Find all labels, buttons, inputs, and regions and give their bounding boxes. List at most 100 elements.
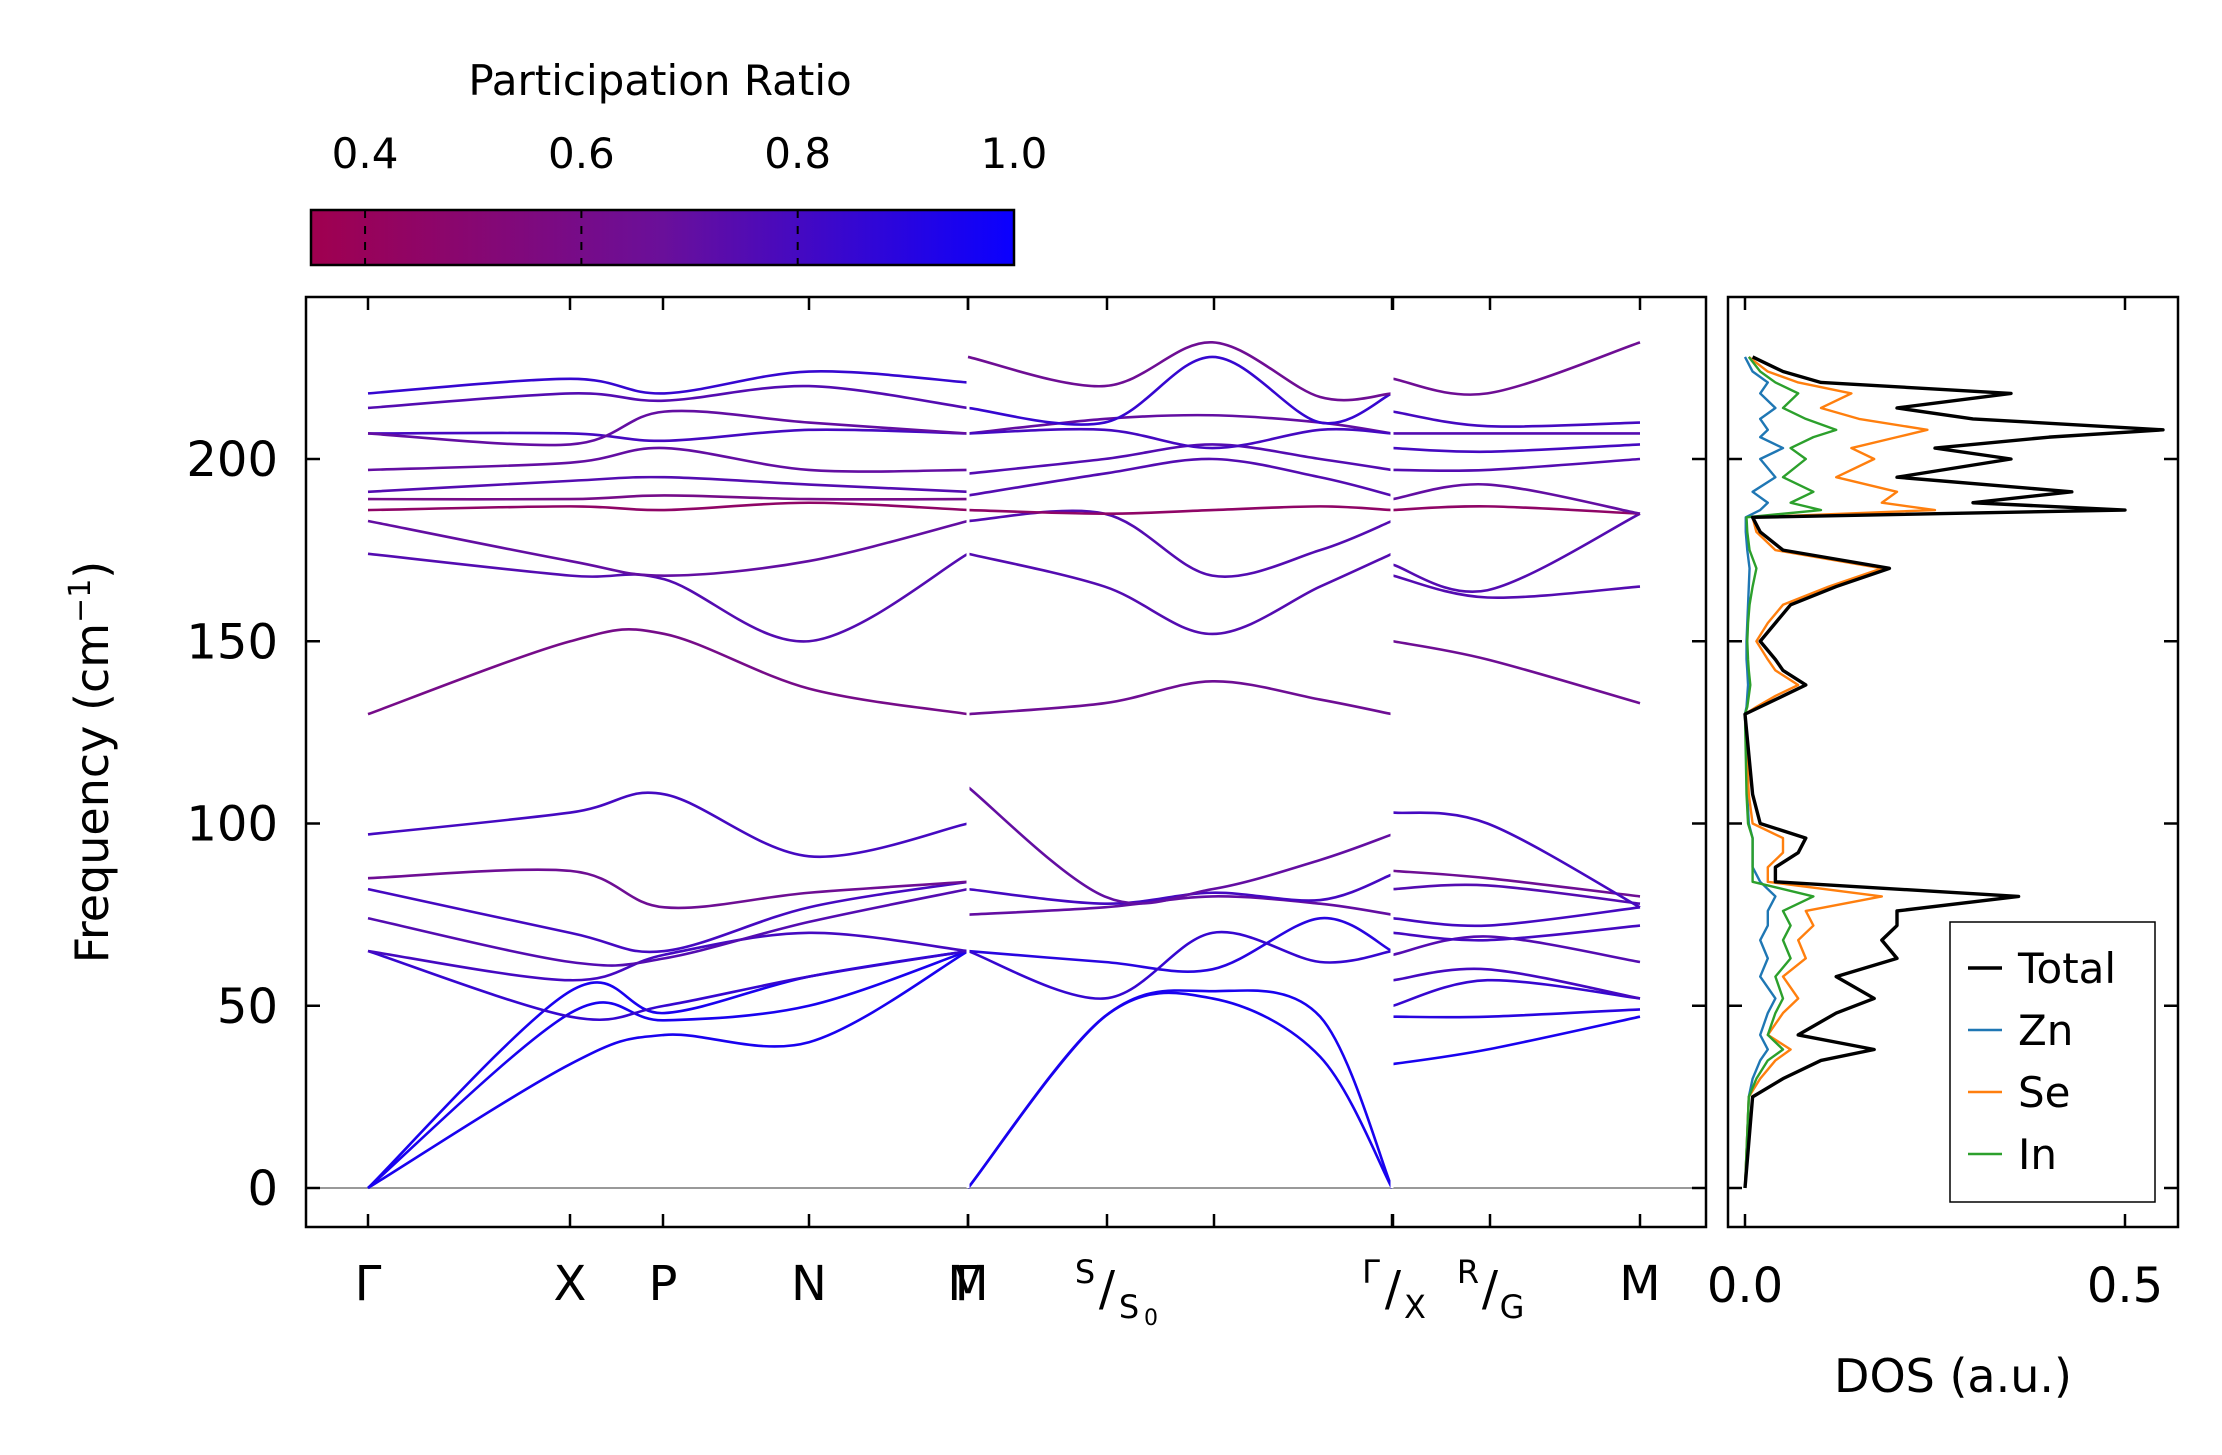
k-point-label: R / G	[1457, 1253, 1525, 1326]
phonon-band	[967, 457, 1393, 497]
dos-x-tick-label: 0.0	[1707, 1258, 1783, 1314]
phonon-band	[1392, 639, 1641, 705]
k-point-label: X	[554, 1256, 587, 1312]
dos-curve-se	[1743, 355, 1937, 1189]
colorbar-tick-label: 0.4	[332, 129, 399, 178]
phonon-band	[967, 505, 1393, 515]
phonon-band	[1392, 935, 1641, 964]
y-axis-label-superscript: −1	[63, 579, 98, 623]
k-point-label-sup: R	[1457, 1253, 1479, 1291]
colorbar-tick-label: 0.8	[764, 129, 831, 178]
phonon-band	[1392, 574, 1641, 600]
phonon-band	[367, 887, 969, 967]
phonon-band	[967, 443, 1393, 475]
k-point-ticks	[366, 297, 1642, 1227]
phonon-band	[1392, 967, 1641, 1000]
k-point-label-sub: S	[1119, 1288, 1139, 1326]
dos-curve-in	[1743, 356, 1838, 1189]
phonon-band	[967, 930, 1393, 1000]
phonon-band	[967, 916, 1393, 973]
phonon-band	[967, 341, 1393, 402]
phonon-band	[367, 384, 969, 410]
k-point-label-subsub: 0	[1144, 1306, 1158, 1331]
phonon-band	[967, 895, 1393, 916]
phonon-band	[367, 552, 969, 643]
dos-curve-zn	[1743, 356, 1785, 1189]
phonon-band	[1392, 410, 1641, 428]
k-point-label-sup: S	[1075, 1253, 1095, 1291]
phonon-band	[367, 428, 969, 443]
phonon-band	[367, 931, 969, 982]
dos-legend: Total Zn Se In	[1949, 921, 2156, 1203]
colorbar-title: Participation Ratio	[468, 56, 851, 105]
legend-label: In	[2018, 1130, 2057, 1179]
phonon-band	[367, 868, 969, 910]
band-axes-frame	[304, 295, 1708, 1229]
colorbar-tick-label: 1.0	[981, 129, 1048, 178]
phonon-band	[367, 627, 969, 716]
phonon-band	[1392, 482, 1641, 515]
dos-panel: 0.0 0.5 DOS (a.u.) Total Zn Se In	[1707, 295, 2180, 1403]
phonon-band	[967, 427, 1393, 450]
dos-x-axis-label: DOS (a.u.)	[1834, 1349, 2072, 1403]
phonon-band	[1392, 512, 1641, 593]
phonon-band	[1392, 341, 1641, 396]
phonon-band	[1392, 505, 1641, 515]
phonon-band	[1392, 906, 1641, 928]
colorbar-ticks: 0.4 0.6 0.8 1.0	[332, 129, 1048, 265]
dos-axes-frame	[1726, 295, 2180, 1229]
colorbar-gradient	[309, 208, 1016, 267]
phonon-band	[1392, 883, 1641, 905]
phonon-band	[1392, 457, 1641, 473]
phonon-band	[966, 989, 1394, 1189]
k-point-label: N	[791, 1256, 827, 1312]
phonon-band	[967, 873, 1393, 905]
y-tick-label: 200	[186, 432, 278, 488]
dos-x-tick-label: 0.5	[2087, 1258, 2163, 1314]
y-axis-ticks: 0 50 100 150 200	[186, 432, 2178, 1217]
k-point-label: M	[947, 1256, 988, 1312]
phonon-band	[1392, 1008, 1641, 1019]
phonon-band	[367, 446, 969, 473]
phonon-band	[967, 786, 1393, 905]
k-point-label-sub: X	[1404, 1288, 1426, 1326]
colorbar-tick-label: 0.6	[548, 129, 615, 178]
y-tick-label: 150	[186, 614, 278, 670]
phonon-band	[367, 370, 969, 395]
phonon-band	[1392, 1015, 1641, 1066]
k-point-label: M	[1619, 1256, 1660, 1312]
k-point-label: Γ	[355, 1256, 382, 1312]
phonon-band	[367, 949, 969, 1189]
k-point-label: Γ / X	[1362, 1253, 1426, 1326]
phonon-band	[1392, 811, 1641, 909]
phonon-band	[966, 991, 1394, 1189]
dos-curve-total	[1743, 355, 2165, 1189]
k-point-label-sub: G	[1500, 1288, 1525, 1326]
k-point-label-slash: /	[1385, 1261, 1402, 1317]
phonon-band	[367, 519, 969, 577]
y-tick-label: 0	[247, 1161, 278, 1217]
y-tick-label: 50	[217, 979, 278, 1035]
phonon-band	[1392, 869, 1641, 898]
phonon-band	[367, 494, 969, 501]
phonon-band	[367, 791, 969, 859]
k-point-label: P	[649, 1256, 678, 1312]
k-point-label-slash: /	[1482, 1261, 1499, 1317]
legend-label: Zn	[2018, 1006, 2073, 1055]
band-lines	[367, 341, 1641, 1190]
legend-label: Se	[2018, 1068, 2071, 1117]
phonon-band	[367, 880, 969, 954]
k-point-label: Γ	[955, 1256, 982, 1312]
phonon-band	[967, 552, 1393, 636]
k-point-label: S / S 0	[1075, 1253, 1158, 1331]
phonon-band	[367, 475, 969, 494]
phonon-band	[367, 949, 969, 1022]
phonon-band	[367, 501, 969, 512]
legend-box	[1949, 921, 2156, 1203]
phonon-band	[367, 949, 969, 1189]
phonon-band	[1392, 978, 1641, 1008]
dos-ticks: 0.0 0.5	[1707, 297, 2163, 1314]
colorbar: Participation Ratio 0.4 0.6 0.8 1.0	[309, 56, 1048, 267]
